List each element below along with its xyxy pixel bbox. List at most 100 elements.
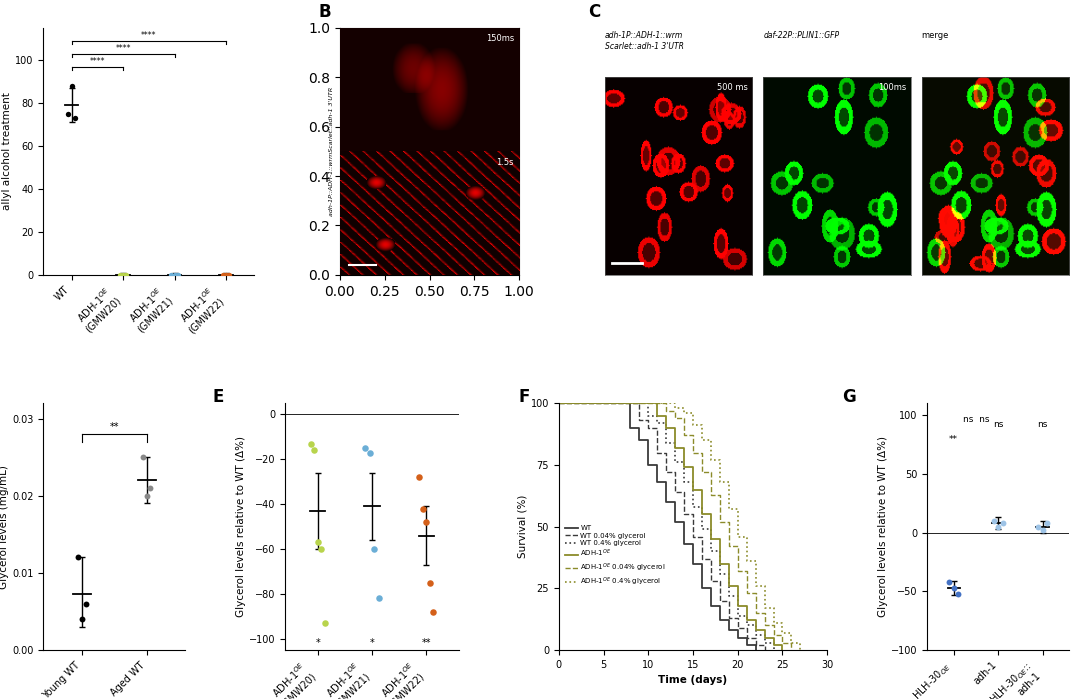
Y-axis label: Glycerol levels relative to WT (Δ%): Glycerol levels relative to WT (Δ%) — [878, 436, 888, 617]
ADH-1$^{OE}$ 0.04% glycerol — [723, 542, 735, 551]
WT — [642, 461, 654, 469]
Y-axis label: Glycerol levels relative to WT (Δ%): Glycerol levels relative to WT (Δ%) — [237, 436, 246, 617]
ADH-1$^{OE}$ 0.4% glycerol — [767, 619, 780, 627]
Point — [59, 108, 77, 120]
WT 0.4% glycerol — [714, 570, 727, 578]
Text: *: * — [369, 637, 375, 648]
WT — [660, 498, 673, 506]
WT 0.04% glycerol — [552, 399, 565, 408]
WT — [669, 517, 681, 526]
Text: G: G — [841, 389, 855, 406]
Text: adh-1P::ADH-1::wrmScarlet::adh-1 3'UTR: adh-1P::ADH-1::wrmScarlet::adh-1 3'UTR — [329, 87, 335, 216]
WT — [731, 633, 744, 642]
WT — [740, 641, 753, 649]
Point — [985, 515, 1002, 526]
ADH-1$^{OE}$ 0.04% glycerol — [758, 621, 771, 630]
Point — [366, 544, 383, 555]
WT 0.4% glycerol — [651, 419, 664, 427]
WT 0.4% glycerol — [633, 399, 646, 408]
Point — [370, 593, 388, 604]
ADH-1$^{OE}$ 0.04% glycerol — [767, 631, 780, 640]
ADH-1$^{OE}$ — [677, 463, 690, 472]
Text: ****: **** — [90, 57, 105, 66]
ADH-1$^{OE}$ — [731, 601, 744, 610]
ADH-1$^{OE}$ — [740, 617, 753, 625]
WT — [677, 540, 690, 548]
WT — [704, 601, 717, 610]
Y-axis label: % alive after 4h of
allyl alcohol treatment: % alive after 4h of allyl alcohol treatm… — [0, 92, 12, 210]
Point — [69, 552, 86, 563]
WT 0.04% glycerol — [731, 624, 744, 632]
Point — [114, 269, 132, 280]
ADH-1$^{OE}$ 0.4% glycerol — [660, 399, 673, 408]
Point — [312, 544, 329, 555]
Point — [361, 447, 378, 458]
WT — [624, 424, 637, 432]
ADH-1$^{OE}$ 0.4% glycerol — [740, 557, 753, 565]
ADH-1$^{OE}$ 0.04% glycerol — [750, 609, 762, 617]
ADH-1$^{OE}$ — [696, 510, 708, 519]
WT 0.4% glycerol — [723, 591, 735, 600]
Text: adh-1P::ADH-1::wrm
Scarlet::adh-1 3'UTR: adh-1P::ADH-1::wrm Scarlet::adh-1 3'UTR — [605, 31, 684, 51]
Point — [66, 113, 83, 124]
Point — [166, 269, 184, 280]
Point — [77, 598, 94, 610]
ADH-1$^{OE}$ — [714, 559, 727, 568]
Text: 1.5s: 1.5s — [497, 157, 514, 166]
X-axis label: Time (days): Time (days) — [659, 675, 728, 685]
WT 0.4% glycerol — [552, 399, 565, 408]
WT 0.04% glycerol — [669, 488, 681, 496]
Legend: WT, WT 0.04% glycerol, WT 0.4% glycerol, ADH-1$^{OE}$, ADH-1$^{OE}$ 0.04% glycer: WT, WT 0.04% glycerol, WT 0.4% glycerol,… — [563, 522, 669, 591]
ADH-1$^{OE}$ 0.04% glycerol — [696, 468, 708, 477]
Text: **: ** — [109, 421, 119, 432]
Point — [134, 452, 151, 463]
WT 0.4% glycerol — [731, 612, 744, 620]
ADH-1$^{OE}$ 0.4% glycerol — [714, 478, 727, 487]
Point — [421, 577, 438, 589]
Point — [73, 614, 91, 625]
WT 0.04% glycerol — [723, 614, 735, 622]
ADH-1$^{OE}$ 0.4% glycerol — [785, 638, 798, 647]
ADH-1$^{OE}$ — [669, 443, 681, 452]
WT 0.04% glycerol — [714, 596, 727, 605]
Text: *: * — [315, 637, 320, 648]
Line: WT 0.4% glycerol: WT 0.4% glycerol — [558, 403, 773, 650]
WT 0.04% glycerol — [696, 554, 708, 563]
Text: **: ** — [949, 435, 958, 445]
WT 0.04% glycerol — [642, 424, 654, 432]
WT 0.04% glycerol — [704, 577, 717, 585]
Line: WT: WT — [558, 403, 756, 650]
WT 0.04% glycerol — [750, 641, 762, 649]
WT — [723, 626, 735, 635]
Text: F: F — [518, 389, 530, 406]
Line: ADH-1$^{OE}$ 0.4% glycerol: ADH-1$^{OE}$ 0.4% glycerol — [558, 403, 800, 650]
Point — [1029, 521, 1047, 532]
ADH-1$^{OE}$ 0.04% glycerol — [677, 431, 690, 440]
ADH-1$^{OE}$ 0.04% glycerol — [714, 517, 727, 526]
WT 0.04% glycerol — [633, 417, 646, 425]
Text: E: E — [213, 389, 224, 406]
WT — [651, 478, 664, 487]
WT 0.04% glycerol — [624, 399, 637, 408]
Point — [214, 269, 231, 280]
Point — [424, 606, 442, 617]
WT 0.04% glycerol — [740, 633, 753, 642]
ADH-1$^{OE}$ 0.4% glycerol — [677, 409, 690, 417]
Text: 150ms: 150ms — [486, 34, 514, 43]
ADH-1$^{OE}$ 0.4% glycerol — [758, 604, 771, 612]
ADH-1$^{OE}$ — [687, 485, 700, 493]
ADH-1$^{OE}$ — [767, 641, 780, 649]
WT — [687, 559, 700, 568]
ADH-1$^{OE}$ 0.04% glycerol — [704, 491, 717, 499]
ADH-1$^{OE}$ 0.4% glycerol — [777, 628, 789, 637]
Text: ****: **** — [141, 31, 157, 40]
ADH-1$^{OE}$ 0.04% glycerol — [552, 399, 565, 408]
WT 0.04% glycerol — [758, 646, 771, 654]
Text: **: ** — [421, 637, 431, 648]
ADH-1$^{OE}$ 0.04% glycerol — [740, 589, 753, 598]
ADH-1$^{OE}$ 0.04% glycerol — [731, 567, 744, 575]
ADH-1$^{OE}$ 0.04% glycerol — [777, 638, 789, 647]
WT — [750, 646, 762, 654]
ADH-1$^{OE}$ — [552, 399, 565, 408]
Point — [141, 482, 159, 493]
